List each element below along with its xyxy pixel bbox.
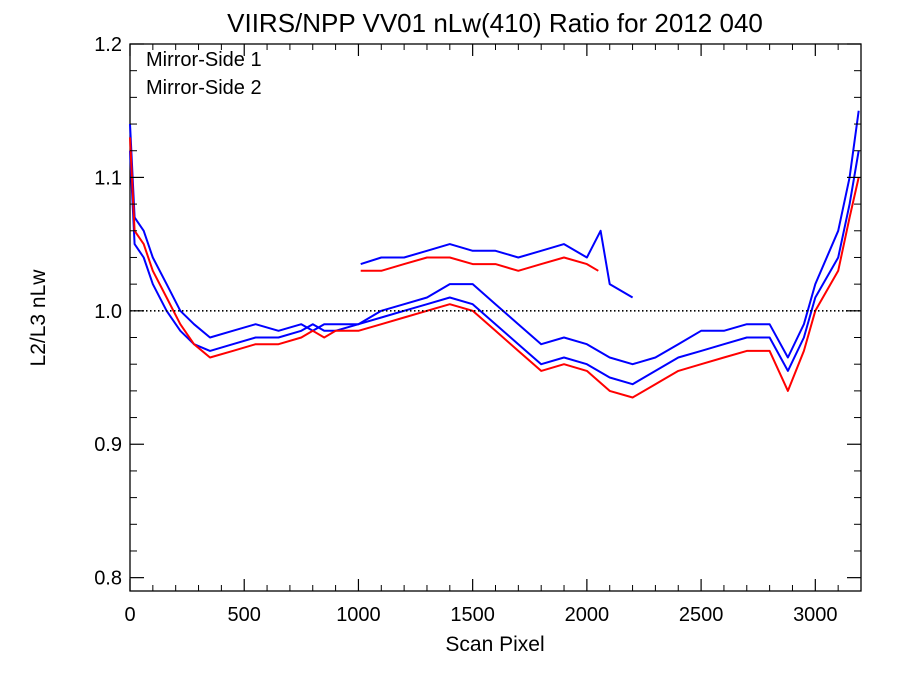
series-line-3: [129, 137, 860, 399]
x-tick-label: 1000: [336, 604, 381, 626]
y-tick-label: 1.0: [94, 301, 122, 323]
y-axis-label: L2/L3 nLw: [27, 269, 50, 367]
x-tick-label: 0: [124, 604, 135, 626]
tick-layer: 0 500 1000 1500 2000 2500 3000 0.8 0.9 1.0 1.1 1.2: [94, 34, 862, 626]
x-tick-label: 2000: [565, 604, 610, 626]
plot-area: 0 500 1000 1500 2000 2500 3000 0.8 0.9 1.0 1.1 1.2: [94, 34, 862, 626]
x-tick-label: 2500: [679, 604, 724, 626]
x-axis-label: Scan Pixel: [445, 633, 544, 656]
y-tick-label: 0.8: [94, 568, 122, 590]
series-line-1: [129, 150, 860, 386]
series-layer: [129, 110, 860, 399]
y-tick-label: 1.1: [94, 167, 122, 189]
series-line-0: [129, 110, 860, 366]
legend-entry-mirror-side-2: Mirror-Side 2: [146, 77, 262, 99]
chart-title: VIIRS/NPP VV01 nLw(410) Ratio for 2012 0…: [227, 8, 763, 38]
legend-entry-mirror-side-1: Mirror-Side 1: [146, 49, 262, 71]
x-tick-label: 1500: [450, 604, 495, 626]
legend: Mirror-Side 1 Mirror-Side 2: [146, 49, 262, 99]
series-line-2: [360, 229, 634, 299]
y-tick-label: 1.2: [94, 34, 122, 56]
series-line-4: [360, 256, 599, 272]
y-tick-label: 0.9: [94, 434, 122, 456]
x-tick-label: 3000: [793, 604, 838, 626]
x-tick-label: 500: [228, 604, 261, 626]
plot-frame: [129, 43, 862, 592]
